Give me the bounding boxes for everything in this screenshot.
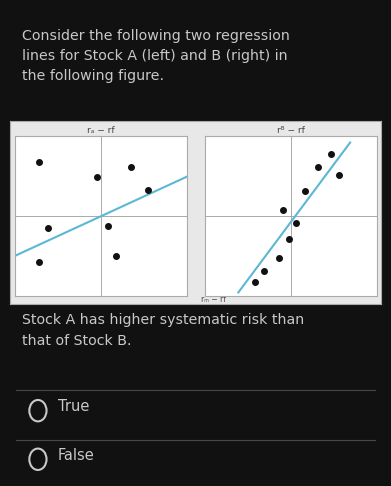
Title: rₐ − rf: rₐ − rf xyxy=(87,126,115,135)
Text: Stock A has higher systematic risk than
that of Stock B.: Stock A has higher systematic risk than … xyxy=(22,313,304,347)
Text: False: False xyxy=(58,448,95,463)
Text: Consider the following two regression
lines for Stock A (left) and B (right) in
: Consider the following two regression li… xyxy=(22,29,289,83)
Text: True: True xyxy=(58,399,89,415)
Text: rₘ − rf: rₘ − rf xyxy=(201,295,226,304)
Title: rᴮ − rf: rᴮ − rf xyxy=(277,126,305,135)
